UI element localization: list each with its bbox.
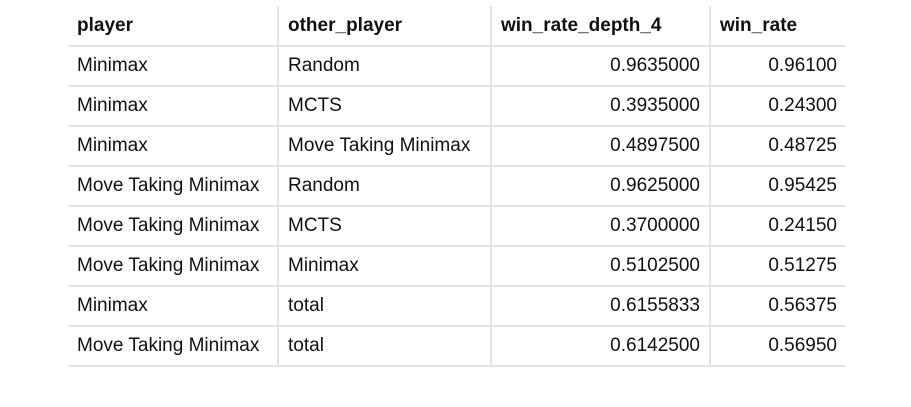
cell-other-player: Move Taking Minimax [277, 125, 492, 167]
cell-player: Move Taking Minimax [68, 205, 279, 247]
results-table-container: player other_player win_rate_depth_4 win… [68, 6, 846, 367]
cell-win-rate-depth-4: 0.6142500 [490, 325, 711, 367]
cell-player: Minimax [68, 85, 279, 127]
cell-other-player: Minimax [277, 245, 492, 287]
cell-other-player: MCTS [277, 85, 492, 127]
table-row: Minimax Move Taking Minimax 0.4897500 0.… [68, 125, 846, 167]
cell-win-rate-depth-4: 0.9625000 [490, 165, 711, 207]
cell-win-rate-depth-4: 0.6155833 [490, 285, 711, 327]
cell-win-rate: 0.24300 [709, 85, 846, 127]
table-row: Minimax MCTS 0.3935000 0.24300 [68, 85, 846, 127]
table-body: Minimax Random 0.9635000 0.96100 Minimax… [68, 45, 846, 367]
cell-other-player: total [277, 285, 492, 327]
cell-win-rate: 0.56950 [709, 325, 846, 367]
cell-win-rate: 0.56375 [709, 285, 846, 327]
cell-player: Move Taking Minimax [68, 325, 279, 367]
cell-win-rate-depth-4: 0.9635000 [490, 45, 711, 87]
cell-player: Minimax [68, 45, 279, 87]
table-row: Move Taking Minimax MCTS 0.3700000 0.241… [68, 205, 846, 247]
cell-player: Move Taking Minimax [68, 245, 279, 287]
cell-win-rate-depth-4: 0.3935000 [490, 85, 711, 127]
cell-win-rate-depth-4: 0.3700000 [490, 205, 711, 247]
cell-win-rate-depth-4: 0.5102500 [490, 245, 711, 287]
table-row: Minimax Random 0.9635000 0.96100 [68, 45, 846, 87]
cell-other-player: total [277, 325, 492, 367]
cell-win-rate: 0.96100 [709, 45, 846, 87]
cell-other-player: Random [277, 165, 492, 207]
table-header: player other_player win_rate_depth_4 win… [68, 6, 846, 47]
column-header-win-rate-depth-4: win_rate_depth_4 [490, 6, 711, 47]
column-header-win-rate: win_rate [709, 6, 846, 47]
cell-win-rate: 0.48725 [709, 125, 846, 167]
table-row: Move Taking Minimax Minimax 0.5102500 0.… [68, 245, 846, 287]
table-row: Minimax total 0.6155833 0.56375 [68, 285, 846, 327]
cell-win-rate: 0.95425 [709, 165, 846, 207]
cell-player: Move Taking Minimax [68, 165, 279, 207]
cell-player: Minimax [68, 285, 279, 327]
header-row: player other_player win_rate_depth_4 win… [68, 6, 846, 47]
cell-player: Minimax [68, 125, 279, 167]
table-row: Move Taking Minimax total 0.6142500 0.56… [68, 325, 846, 367]
cell-win-rate: 0.51275 [709, 245, 846, 287]
table-row: Move Taking Minimax Random 0.9625000 0.9… [68, 165, 846, 207]
column-header-player: player [68, 6, 279, 47]
cell-other-player: MCTS [277, 205, 492, 247]
cell-other-player: Random [277, 45, 492, 87]
cell-win-rate: 0.24150 [709, 205, 846, 247]
results-table: player other_player win_rate_depth_4 win… [68, 6, 846, 367]
cell-win-rate-depth-4: 0.4897500 [490, 125, 711, 167]
column-header-other-player: other_player [277, 6, 492, 47]
